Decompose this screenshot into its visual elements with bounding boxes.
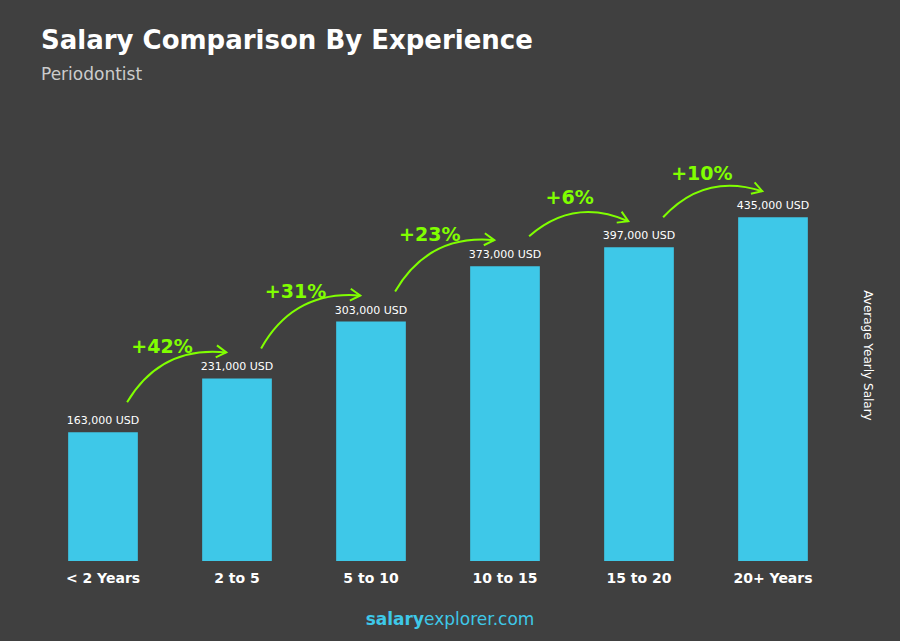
svg-text:303,000 USD: 303,000 USD bbox=[335, 304, 408, 317]
svg-text:explorer.com: explorer.com bbox=[424, 609, 534, 629]
svg-text:+31%: +31% bbox=[265, 280, 326, 302]
svg-text:Periodontist: Periodontist bbox=[41, 64, 142, 84]
svg-text:2 to 5: 2 to 5 bbox=[214, 570, 260, 586]
svg-text:Salary Comparison By Experienc: Salary Comparison By Experience bbox=[41, 25, 533, 55]
svg-text:10 to 15: 10 to 15 bbox=[472, 570, 537, 586]
svg-text:20+ Years: 20+ Years bbox=[733, 570, 812, 586]
svg-text:+6%: +6% bbox=[546, 186, 594, 208]
svg-text:435,000 USD: 435,000 USD bbox=[737, 199, 810, 212]
svg-text:373,000 USD: 373,000 USD bbox=[469, 248, 542, 261]
svg-text:+23%: +23% bbox=[399, 223, 460, 245]
svg-text:< 2 Years: < 2 Years bbox=[66, 570, 140, 586]
svg-text:397,000 USD: 397,000 USD bbox=[603, 229, 676, 242]
svg-text:+42%: +42% bbox=[131, 335, 192, 357]
svg-text:163,000 USD: 163,000 USD bbox=[67, 414, 140, 427]
svg-text:salary: salary bbox=[366, 609, 424, 629]
svg-text:231,000 USD: 231,000 USD bbox=[201, 360, 274, 373]
svg-text:Average Yearly Salary: Average Yearly Salary bbox=[861, 290, 875, 420]
svg-text:+10%: +10% bbox=[671, 162, 732, 184]
svg-text:5 to 10: 5 to 10 bbox=[343, 570, 399, 586]
svg-text:15 to 20: 15 to 20 bbox=[606, 570, 671, 586]
